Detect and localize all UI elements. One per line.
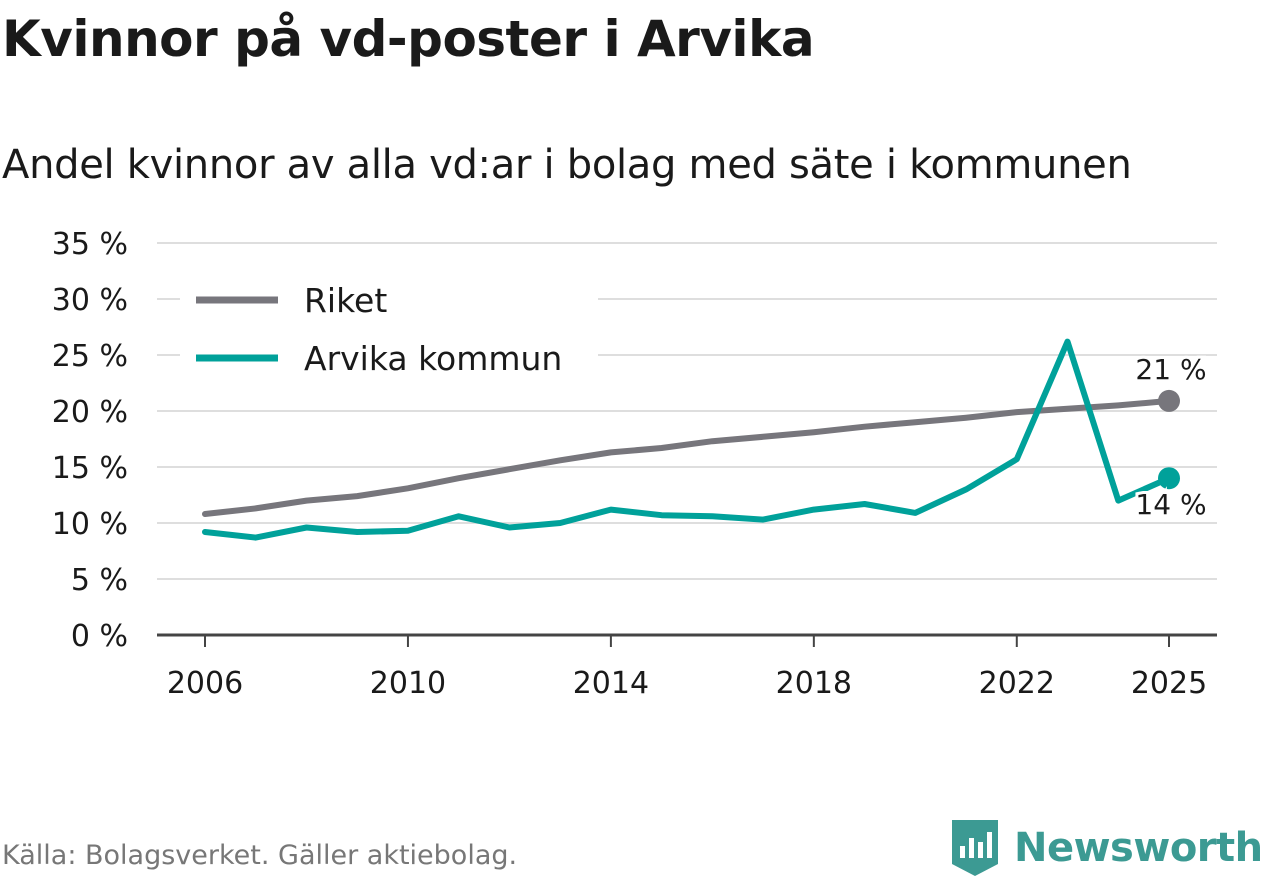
y-tick-label-35: 35 % — [52, 227, 128, 262]
legend-label-riket: Riket — [304, 281, 387, 320]
y-tick-label-25: 25 % — [52, 339, 128, 374]
y-tick-label-5: 5 % — [71, 563, 128, 598]
x-tick-label-2022: 2022 — [979, 666, 1055, 701]
riket-line — [202, 397, 1172, 517]
x-tick-label-2025: 2025 — [1131, 666, 1207, 701]
riket-end-label: 21 % — [1135, 353, 1206, 386]
end-labels: 21 % 14 % — [1132, 350, 1209, 524]
y-tick-label-30: 30 % — [52, 283, 128, 318]
riket-end-point — [1158, 389, 1180, 412]
source-note: Källa: Bolagsverket. Gäller aktiebolag. — [2, 840, 518, 871]
arvika-end-point — [1158, 467, 1180, 490]
line-chart: 0 %5 %10 %15 %20 %25 %30 %35 % 2006 2010 2… — [52, 227, 1217, 701]
brand-logo[interactable]: Newsworthy — [950, 818, 1262, 878]
y-tick-label-20: 20 % — [52, 395, 128, 430]
newsworthy-logo-icon — [952, 820, 998, 876]
y-tick-label-0: 0 % — [71, 619, 128, 654]
series-lines — [202, 338, 1180, 541]
legend: Riket Arvika kommun — [180, 272, 598, 384]
arvika-end-label: 14 % — [1135, 488, 1206, 521]
chart-title: Kvinnor på vd-poster i Arvika — [2, 10, 815, 68]
x-axis: 2006 2010 2014 2018 2022 2025 — [157, 633, 1217, 701]
y-axis-ticks: 0 % 5 % 10 % 15 % 20 % 25 % 30 % 35 % — [52, 227, 128, 654]
y-tick-label-10: 10 % — [52, 507, 128, 542]
legend-label-arvika: Arvika kommun — [304, 339, 562, 378]
x-tick-label-2018: 2018 — [776, 666, 852, 701]
chart-subtitle: Andel kvinnor av alla vd:ar i bolag med … — [2, 142, 1132, 188]
brand-name: Newsworthy — [1014, 825, 1262, 871]
arvika-line — [202, 338, 1172, 541]
x-tick-label-2014: 2014 — [573, 666, 649, 701]
legend-background — [180, 272, 598, 384]
x-tick-label-2006: 2006 — [167, 666, 243, 701]
x-tick-label-2010: 2010 — [370, 666, 446, 701]
y-tick-label-15: 15 % — [52, 451, 128, 486]
